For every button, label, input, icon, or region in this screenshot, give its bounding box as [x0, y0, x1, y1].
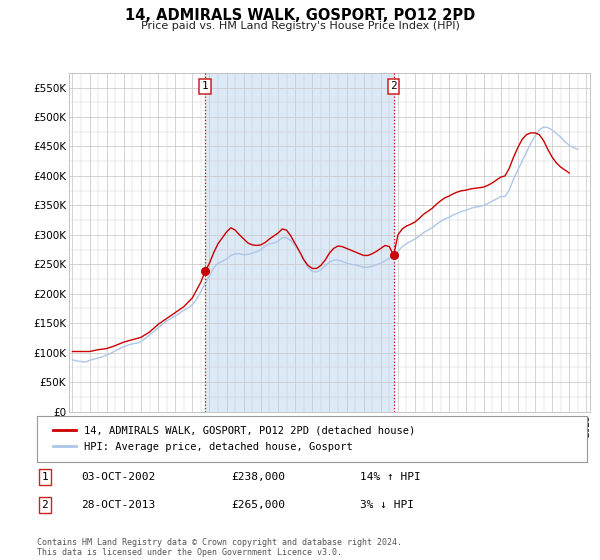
Text: 2: 2 — [390, 81, 397, 91]
Text: £238,000: £238,000 — [231, 472, 285, 482]
Text: £265,000: £265,000 — [231, 500, 285, 510]
Text: 14% ↑ HPI: 14% ↑ HPI — [360, 472, 421, 482]
Text: 3% ↓ HPI: 3% ↓ HPI — [360, 500, 414, 510]
Text: 03-OCT-2002: 03-OCT-2002 — [81, 472, 155, 482]
Legend: 14, ADMIRALS WALK, GOSPORT, PO12 2PD (detached house), HPI: Average price, detac: 14, ADMIRALS WALK, GOSPORT, PO12 2PD (de… — [49, 422, 420, 456]
Text: Price paid vs. HM Land Registry's House Price Index (HPI): Price paid vs. HM Land Registry's House … — [140, 21, 460, 31]
Text: 14, ADMIRALS WALK, GOSPORT, PO12 2PD: 14, ADMIRALS WALK, GOSPORT, PO12 2PD — [125, 8, 475, 24]
Text: 2: 2 — [41, 500, 49, 510]
Bar — [205, 73, 394, 412]
Text: 28-OCT-2013: 28-OCT-2013 — [81, 500, 155, 510]
Text: 1: 1 — [41, 472, 49, 482]
Text: Contains HM Land Registry data © Crown copyright and database right 2024.
This d: Contains HM Land Registry data © Crown c… — [37, 538, 402, 557]
Text: 1: 1 — [202, 81, 209, 91]
